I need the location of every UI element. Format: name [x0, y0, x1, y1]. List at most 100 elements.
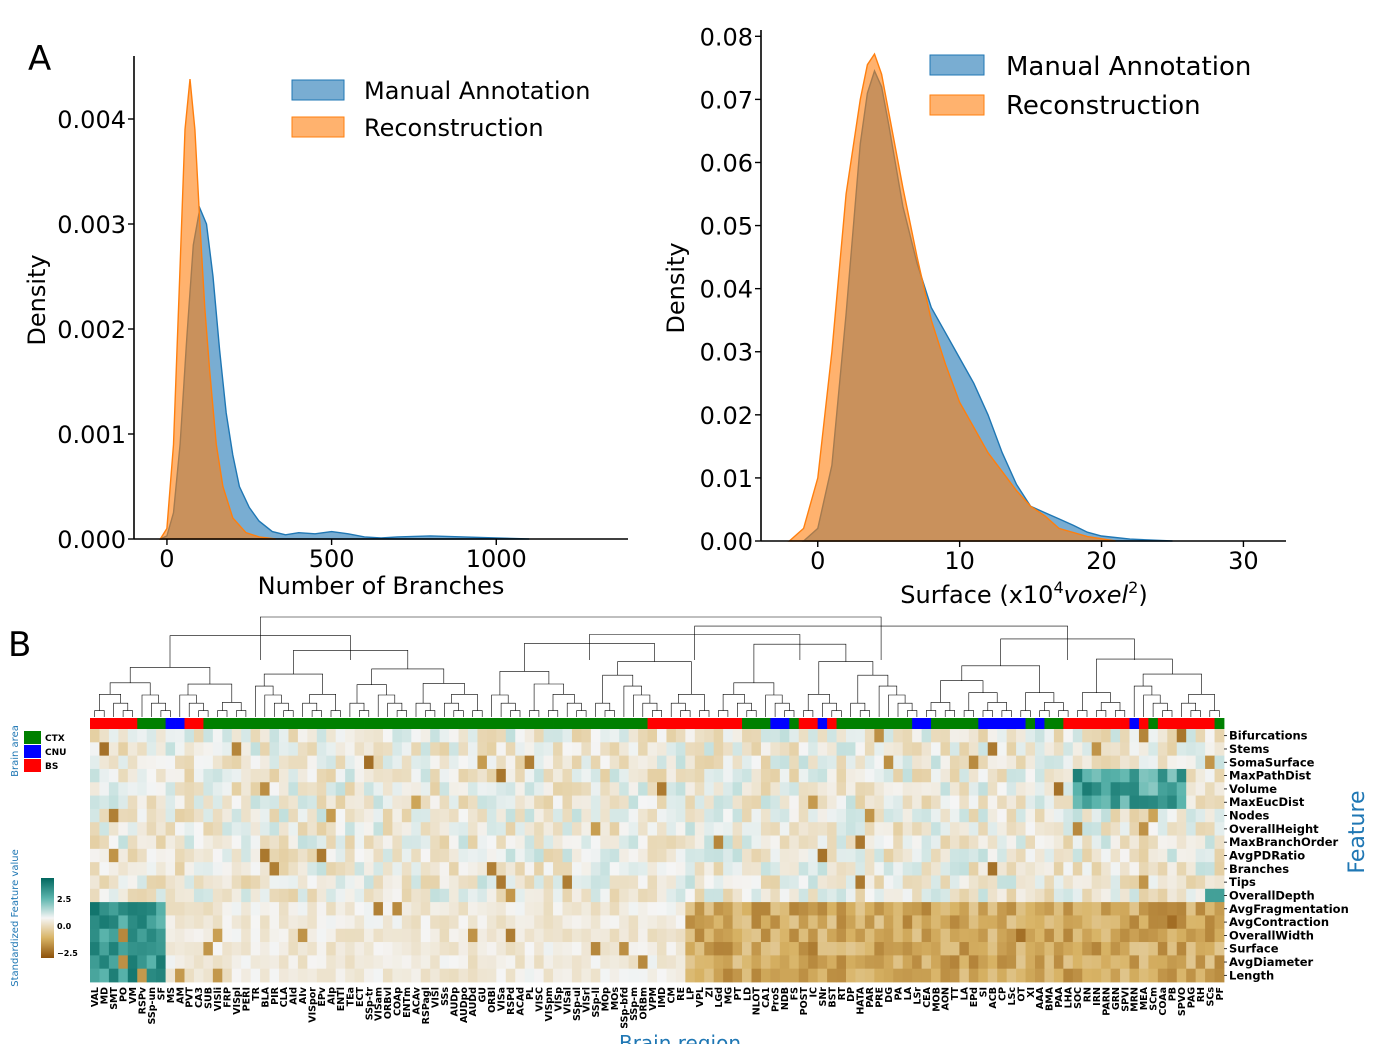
heatmap-cell: [751, 968, 762, 983]
heatmap-cell: [212, 955, 223, 970]
heatmap-cell: [118, 888, 129, 903]
brain-area-cell: [855, 718, 866, 729]
heatmap-cell: [193, 835, 204, 850]
region-label: COAp: [393, 987, 404, 1016]
heatmap-cell: [619, 755, 630, 770]
heatmap-cell: [1205, 795, 1215, 810]
heatmap-cell: [1129, 928, 1140, 943]
heatmap-cell: [231, 928, 242, 943]
heatmap-cell: [468, 955, 478, 970]
heatmap-cell: [921, 968, 932, 983]
heatmap-cell: [571, 902, 582, 916]
heatmap-cell: [694, 729, 705, 743]
heatmap-cell: [638, 755, 648, 770]
heatmap-cell: [874, 968, 885, 983]
heatmap-cell: [1157, 742, 1168, 757]
heatmap-cell: [808, 902, 819, 916]
dendrogram-link: [857, 674, 889, 704]
heatmap-cell: [827, 822, 837, 836]
heatmap-cell: [486, 742, 497, 757]
heatmap-cell: [392, 808, 403, 823]
heatmap-cell: [99, 768, 110, 783]
brain-area-cell: [657, 718, 667, 729]
heatmap-cell: [723, 862, 733, 876]
region-label: IMD: [657, 987, 668, 1008]
heatmap-cell: [1053, 848, 1064, 863]
heatmap-cell: [99, 782, 110, 796]
heatmap-cell: [203, 875, 214, 890]
heatmap-cell: [893, 888, 904, 903]
heatmap-cell: [893, 822, 904, 836]
heatmap-cell: [212, 729, 223, 743]
heatmap-cell: [1101, 768, 1111, 783]
heatmap-cell: [789, 888, 800, 903]
heatmap-cell: [562, 822, 573, 836]
heatmap-cell: [571, 862, 582, 876]
dendrogram-link: [940, 680, 984, 703]
heatmap-cell: [203, 848, 214, 863]
heatmap-cell: [316, 902, 327, 916]
brain-area-cell: [760, 718, 771, 729]
dendrogram-link: [283, 710, 294, 717]
heatmap-cell: [137, 955, 148, 970]
heatmap-cell: [751, 888, 762, 903]
heatmap-cell: [430, 928, 441, 943]
heatmap-cell: [231, 835, 242, 850]
dendrogram-link: [987, 702, 1007, 711]
heatmap-cell: [562, 942, 573, 956]
heatmap-cell: [269, 808, 280, 823]
heatmap-cell: [921, 835, 932, 850]
heatmap-cell: [1082, 875, 1093, 890]
heatmap-cell: [1138, 755, 1149, 770]
heatmap-cell: [401, 822, 412, 836]
heatmap-cell: [1091, 955, 1102, 970]
brain-area-cell: [1120, 718, 1130, 729]
heatmap-cell: [364, 915, 374, 930]
region-label: DP: [846, 987, 857, 1002]
heatmap-cell: [1025, 729, 1036, 743]
heatmap-cell: [760, 768, 771, 783]
heatmap-cell: [458, 955, 469, 970]
brain-area-cell: [751, 718, 762, 729]
heatmap-cell: [288, 742, 299, 757]
heatmap-cell: [1082, 835, 1093, 850]
heatmap-cell: [1082, 955, 1093, 970]
heatmap-cell: [118, 862, 129, 876]
heatmap-cell: [486, 875, 497, 890]
heatmap-cell: [1138, 835, 1149, 850]
region-label: LA: [960, 986, 971, 1000]
heatmap-cell: [1205, 915, 1215, 930]
heatmap-cell: [1148, 928, 1159, 943]
heatmap-cell: [449, 742, 459, 757]
heatmap-cell: [1167, 729, 1178, 743]
heatmap-cell: [165, 822, 176, 836]
heatmap-cell: [364, 902, 374, 916]
region-label: MD: [100, 987, 111, 1004]
heatmap-cell: [184, 808, 195, 823]
brain-area-cell: [1006, 718, 1017, 729]
heatmap-cell: [458, 968, 469, 983]
heatmap-cell: [864, 729, 875, 743]
heatmap-cell: [647, 862, 658, 876]
heatmap-cell: [118, 808, 129, 823]
colorbar-tick-mid: 0.0: [57, 922, 72, 931]
heatmap-cell: [241, 955, 252, 970]
heatmap-cell: [1176, 768, 1187, 783]
dendrogram-link: [888, 694, 906, 717]
heatmap-cell: [600, 729, 611, 743]
heatmap-cell: [1016, 862, 1026, 876]
heatmap-cell: [127, 928, 138, 943]
heatmap-cell: [458, 835, 469, 850]
heatmap-cell: [968, 755, 979, 770]
heatmap-cell: [420, 742, 431, 757]
heatmap-cell: [165, 755, 176, 770]
heatmap-cell: [798, 862, 809, 876]
heatmap-cell: [931, 822, 941, 836]
heatmap-cell: [505, 942, 516, 956]
heatmap-cell: [760, 808, 771, 823]
x-tick-label: 20: [1086, 547, 1117, 575]
heatmap-cell: [874, 862, 885, 876]
heatmap-cell: [486, 795, 497, 810]
heatmap-cell: [354, 808, 365, 823]
heatmap-cell: [1214, 755, 1225, 770]
